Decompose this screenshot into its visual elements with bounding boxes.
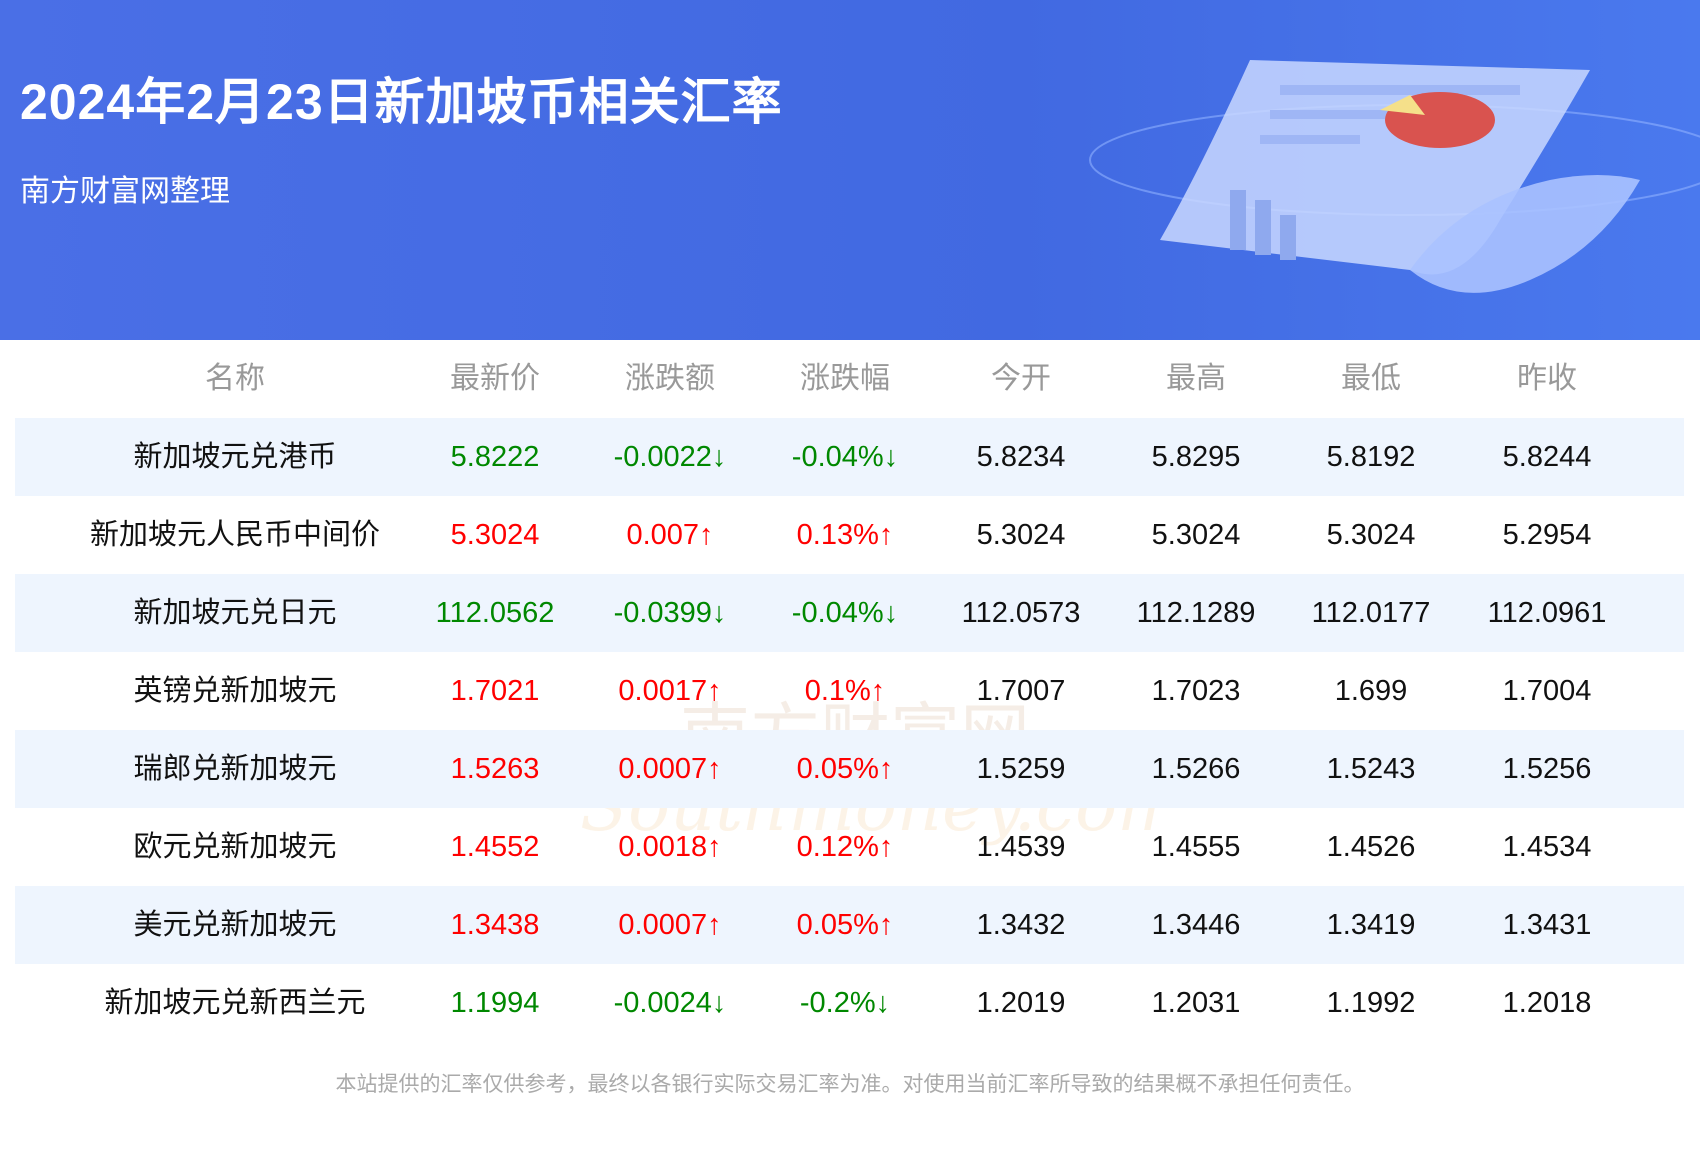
cell-open: 1.2019 <box>976 987 1066 1019</box>
table-row: 瑞郎兑新加坡元 1.5263 0.0007↑ 0.05%↑ 1.5259 1.5266 1.… <box>15 730 1684 808</box>
cell-low: 1.4526 <box>1326 831 1416 863</box>
column-header: 最低 <box>1341 362 1401 395</box>
page-subtitle: 南方财富网整理 <box>20 175 230 208</box>
cell-change: -0.0399↓ <box>613 597 727 629</box>
cell-latest: 1.4552 <box>450 831 540 863</box>
cell-name: 新加坡元兑新西兰元 <box>104 987 366 1019</box>
cell-low: 112.0177 <box>1311 597 1431 629</box>
cell-high: 5.8295 <box>1151 441 1241 473</box>
disclaimer: 本站提供的汇率仅供参考，最终以各银行实际交易汇率为准。对使用当前汇率所导致的结果… <box>335 1073 1365 1096</box>
cell-high: 1.7023 <box>1151 675 1241 707</box>
table-row: 美元兑新加坡元 1.3438 0.0007↑ 0.05%↑ 1.3432 1.3446 1.… <box>15 886 1684 964</box>
cell-pct: 0.1%↑ <box>804 675 886 707</box>
table-header-row: 名称 最新价 涨跌额 涨跌幅 今开 最高 最低 昨收 <box>15 340 1684 418</box>
cell-high: 1.2031 <box>1151 987 1241 1019</box>
column-header: 最新价 <box>450 362 540 395</box>
column-header: 最高 <box>1166 362 1226 395</box>
cell-prev: 1.3431 <box>1502 909 1592 941</box>
cell-prev: 5.2954 <box>1502 519 1592 551</box>
page-title: 2024年2月23日新加坡币相关汇率 <box>20 74 783 130</box>
cell-prev: 1.4534 <box>1502 831 1592 863</box>
cell-low: 1.5243 <box>1326 753 1416 785</box>
cell-low: 5.8192 <box>1326 441 1416 473</box>
cell-low: 1.1992 <box>1326 987 1416 1019</box>
cell-latest: 5.3024 <box>450 519 540 551</box>
cell-change: 0.007↑ <box>626 519 714 551</box>
cell-prev: 1.5256 <box>1502 753 1592 785</box>
cell-name: 新加坡元兑日元 <box>133 597 337 629</box>
cell-name: 欧元兑新加坡元 <box>133 831 337 863</box>
cell-open: 1.3432 <box>976 909 1066 941</box>
cell-open: 5.8234 <box>976 441 1066 473</box>
cell-name: 新加坡元兑港币 <box>133 441 337 473</box>
cell-latest: 112.0562 <box>435 597 555 629</box>
cell-prev: 5.8244 <box>1502 441 1592 473</box>
column-header: 今开 <box>991 362 1051 395</box>
cell-prev: 1.2018 <box>1502 987 1592 1019</box>
cell-change: -0.0024↓ <box>613 987 727 1019</box>
table-row: 新加坡元兑港币 5.8222 -0.0022↓ -0.04%↓ 5.8234 5.8295… <box>15 418 1684 496</box>
table-row: 欧元兑新加坡元 1.4552 0.0018↑ 0.12%↑ 1.4539 1.4555 1.… <box>15 808 1684 886</box>
table-row: 新加坡元兑新西兰元 1.1994 -0.0024↓ -0.2%↓ 1.2019 1.203… <box>15 964 1684 1042</box>
cell-open: 1.7007 <box>976 675 1066 707</box>
cell-name: 美元兑新加坡元 <box>133 909 337 941</box>
cell-change: 0.0018↑ <box>618 831 722 863</box>
exchange-rate-table: 名称 最新价 涨跌额 涨跌幅 今开 最高 最低 昨收 新加坡元兑港币 5.8222 -0.0022… <box>15 340 1684 1042</box>
header-banner: 2024年2月23日新加坡币相关汇率 南方财富网整理 <box>0 0 1700 340</box>
cell-pct: -0.2%↓ <box>799 987 891 1019</box>
cell-pct: 0.05%↑ <box>796 909 894 941</box>
cell-change: 0.0007↑ <box>618 909 722 941</box>
cell-pct: 0.05%↑ <box>796 753 894 785</box>
cell-high: 5.3024 <box>1151 519 1241 551</box>
cell-open: 112.0573 <box>961 597 1081 629</box>
cell-pct: -0.04%↓ <box>791 441 899 473</box>
cell-latest: 5.8222 <box>450 441 540 473</box>
cell-high: 1.3446 <box>1151 909 1241 941</box>
column-header: 涨跌额 <box>625 362 715 395</box>
cell-high: 1.5266 <box>1151 753 1241 785</box>
cell-change: 0.0007↑ <box>618 753 722 785</box>
table-row: 英镑兑新加坡元 1.7021 0.0017↑ 0.1%↑ 1.7007 1.7023 1.6… <box>15 652 1684 730</box>
report-illustration-icon <box>1089 60 1700 293</box>
cell-change: 0.0017↑ <box>618 675 722 707</box>
cell-prev: 1.7004 <box>1502 675 1592 707</box>
cell-low: 1.699 <box>1334 675 1408 707</box>
cell-latest: 1.3438 <box>450 909 540 941</box>
cell-open: 1.4539 <box>976 831 1066 863</box>
cell-pct: -0.04%↓ <box>791 597 899 629</box>
cell-latest: 1.5263 <box>450 753 540 785</box>
cell-low: 5.3024 <box>1326 519 1416 551</box>
cell-name: 新加坡元人民币中间价 <box>89 519 381 551</box>
cell-name: 瑞郎兑新加坡元 <box>133 753 337 785</box>
cell-latest: 1.1994 <box>450 987 540 1019</box>
cell-pct: 0.12%↑ <box>796 831 894 863</box>
cell-open: 5.3024 <box>976 519 1066 551</box>
cell-pct: 0.13%↑ <box>796 519 894 551</box>
cell-latest: 1.7021 <box>450 675 540 707</box>
column-header: 涨跌幅 <box>800 362 890 395</box>
cell-low: 1.3419 <box>1326 909 1416 941</box>
cell-high: 112.1289 <box>1136 597 1256 629</box>
cell-name: 英镑兑新加坡元 <box>133 675 337 707</box>
column-header: 名称 <box>205 362 265 395</box>
column-header: 昨收 <box>1517 362 1577 395</box>
cell-prev: 112.0961 <box>1487 597 1607 629</box>
cell-open: 1.5259 <box>976 753 1066 785</box>
cell-change: -0.0022↓ <box>613 441 727 473</box>
cell-high: 1.4555 <box>1151 831 1241 863</box>
table-row: 新加坡元兑日元 112.0562 -0.0399↓ -0.04%↓ 112.0573 11… <box>15 574 1684 652</box>
table-row: 新加坡元人民币中间价 5.3024 0.007↑ 0.13%↑ 5.3024 5.3024… <box>15 496 1684 574</box>
